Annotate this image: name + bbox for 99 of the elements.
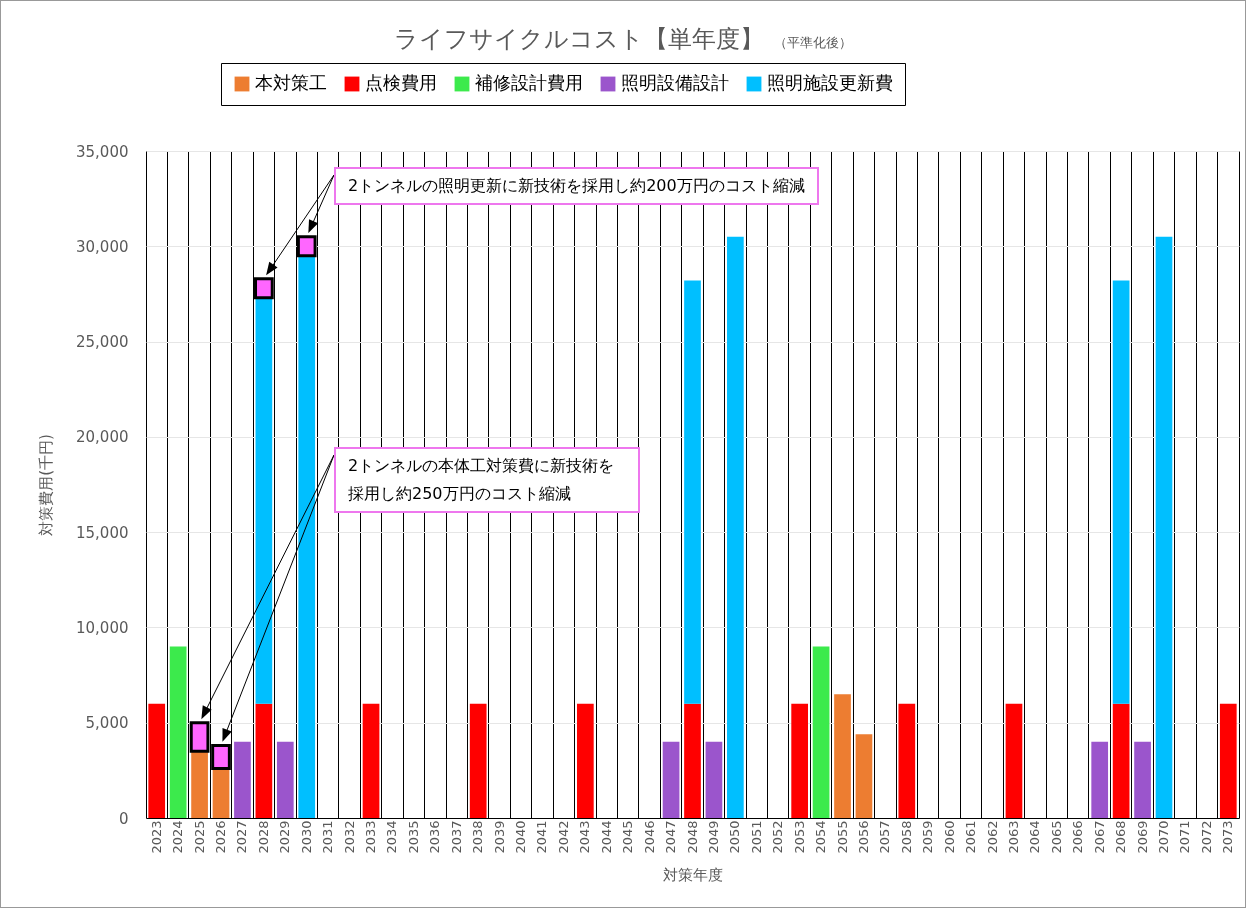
bar bbox=[1112, 703, 1130, 818]
y-axis-title: 対策費用(千円) bbox=[37, 434, 56, 536]
bar bbox=[855, 734, 873, 818]
x-tick-label: 2036 bbox=[427, 820, 443, 854]
x-tick-label: 2070 bbox=[1155, 820, 1171, 854]
legend-label: 本対策工 bbox=[255, 72, 327, 93]
y-tick-label: 5,000 bbox=[85, 714, 129, 733]
bar bbox=[684, 703, 701, 818]
x-tick-label: 2027 bbox=[234, 820, 250, 854]
x-tick-label: 2047 bbox=[663, 820, 679, 854]
bar bbox=[812, 646, 830, 818]
bar bbox=[1134, 741, 1151, 818]
x-tick-label: 2042 bbox=[555, 820, 571, 854]
x-tick-label: 2066 bbox=[1070, 820, 1086, 854]
x-tick-label: 2043 bbox=[577, 820, 593, 854]
x-tick-label: 2071 bbox=[1177, 820, 1193, 854]
x-tick-label: 2024 bbox=[170, 820, 186, 854]
x-tick-label: 2056 bbox=[855, 820, 871, 854]
x-tick-label: 2050 bbox=[727, 820, 743, 854]
x-tick-label: 2041 bbox=[534, 820, 550, 854]
x-tick-label: 2028 bbox=[255, 820, 271, 854]
bar bbox=[705, 741, 723, 818]
chart-title: ライフサイクルコスト【単年度】 bbox=[394, 25, 764, 53]
x-tick-label: 2073 bbox=[1220, 820, 1236, 854]
x-tick-label: 2062 bbox=[984, 820, 1000, 854]
x-tick-label: 2045 bbox=[620, 820, 636, 854]
x-tick-label: 2053 bbox=[791, 820, 807, 854]
bar bbox=[469, 703, 487, 818]
x-tick-label: 2065 bbox=[1048, 820, 1064, 854]
bar bbox=[276, 741, 294, 818]
x-tick-label: 2051 bbox=[748, 820, 764, 854]
bar bbox=[898, 703, 916, 818]
x-tick-label: 2030 bbox=[298, 820, 314, 854]
bar bbox=[1112, 280, 1130, 704]
bar bbox=[362, 703, 380, 818]
annotation: 2トンネルの照明更新に新技術を採用し約200万円のコスト縮減 bbox=[334, 167, 819, 205]
bar bbox=[791, 703, 809, 818]
x-tick-label: 2046 bbox=[641, 820, 657, 854]
legend-label: 照明設備設計 bbox=[621, 72, 729, 93]
y-tick-label: 25,000 bbox=[76, 333, 129, 352]
legend-label: 点検費用 bbox=[365, 72, 437, 93]
y-tick-label: 0 bbox=[118, 809, 129, 828]
x-tick-label: 2055 bbox=[834, 820, 850, 854]
x-tick-label: 2061 bbox=[963, 820, 979, 854]
x-tick-label: 2052 bbox=[770, 820, 786, 854]
y-tick-label: 20,000 bbox=[76, 428, 129, 447]
y-tick-label: 30,000 bbox=[76, 237, 129, 256]
x-tick-label: 2023 bbox=[148, 820, 164, 854]
x-tick-label: 2035 bbox=[405, 820, 421, 854]
legend-label: 照明施設更新費 bbox=[767, 72, 893, 93]
bar bbox=[298, 255, 316, 818]
bar bbox=[169, 646, 187, 818]
x-tick-label: 2040 bbox=[513, 820, 529, 854]
x-tick-label: 2026 bbox=[213, 820, 229, 854]
bar bbox=[255, 297, 273, 704]
bar bbox=[684, 280, 701, 704]
x-tick-label: 2032 bbox=[341, 820, 357, 854]
bar bbox=[576, 703, 594, 818]
bar bbox=[662, 741, 680, 818]
legend-label: 補修設計費用 bbox=[475, 72, 583, 93]
x-tick-label: 2069 bbox=[1134, 820, 1150, 854]
x-tick-label: 2044 bbox=[598, 820, 614, 854]
x-tick-label: 2060 bbox=[941, 820, 957, 854]
bar bbox=[234, 741, 251, 818]
x-tick-label: 2068 bbox=[1113, 820, 1129, 854]
x-axis-title: 対策年度 bbox=[663, 865, 723, 884]
chart-subtitle: （平準化後） bbox=[774, 35, 852, 50]
bar bbox=[1005, 703, 1023, 818]
bar bbox=[148, 703, 166, 818]
bar bbox=[834, 694, 851, 818]
x-tick-label: 2031 bbox=[320, 820, 336, 854]
x-tick-label: 2048 bbox=[684, 820, 700, 854]
bar bbox=[1091, 741, 1109, 818]
x-tick-label: 2058 bbox=[898, 820, 914, 854]
y-tick-label: 15,000 bbox=[76, 523, 129, 542]
x-tick-label: 2025 bbox=[191, 820, 207, 854]
x-tick-label: 2057 bbox=[877, 820, 893, 854]
x-tick-label: 2064 bbox=[1027, 820, 1043, 854]
x-tick-label: 2033 bbox=[363, 820, 379, 854]
bar bbox=[1155, 236, 1173, 818]
y-tick-label: 35,000 bbox=[76, 142, 129, 161]
x-tick-label: 2038 bbox=[470, 820, 486, 854]
x-tick-label: 2063 bbox=[1005, 820, 1021, 854]
x-tick-label: 2072 bbox=[1198, 820, 1214, 854]
x-tick-label: 2029 bbox=[277, 820, 293, 854]
bar bbox=[191, 751, 208, 818]
x-tick-label: 2034 bbox=[384, 820, 400, 854]
x-tick-label: 2037 bbox=[448, 820, 464, 854]
bar bbox=[727, 236, 744, 818]
x-tick-label: 2067 bbox=[1091, 820, 1107, 854]
bar bbox=[212, 768, 230, 818]
bar bbox=[1219, 703, 1237, 818]
x-tick-label: 2049 bbox=[705, 820, 721, 854]
x-tick-label: 2059 bbox=[920, 820, 936, 854]
annotation: 2トンネルの本体工対策費に新技術を採用し約250万円のコスト縮減 bbox=[334, 447, 640, 513]
bar bbox=[255, 703, 273, 818]
y-tick-label: 10,000 bbox=[76, 618, 129, 637]
x-tick-label: 2054 bbox=[813, 820, 829, 854]
x-tick-label: 2039 bbox=[491, 820, 507, 854]
